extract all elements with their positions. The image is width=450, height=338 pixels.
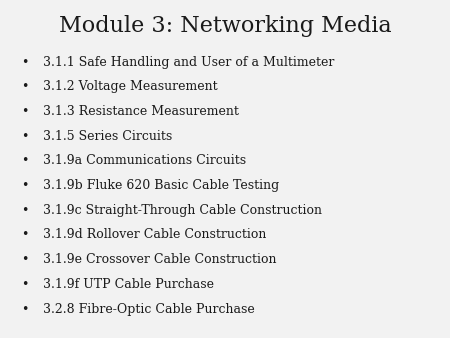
Text: Module 3: Networking Media: Module 3: Networking Media bbox=[58, 15, 392, 37]
Text: •: • bbox=[21, 253, 28, 266]
Text: 3.1.9e Crossover Cable Construction: 3.1.9e Crossover Cable Construction bbox=[43, 253, 276, 266]
Text: 3.1.9f UTP Cable Purchase: 3.1.9f UTP Cable Purchase bbox=[43, 278, 214, 291]
Text: 3.1.3 Resistance Measurement: 3.1.3 Resistance Measurement bbox=[43, 105, 239, 118]
Text: 3.1.9c Straight-Through Cable Construction: 3.1.9c Straight-Through Cable Constructi… bbox=[43, 204, 322, 217]
Text: 3.1.9a Communications Circuits: 3.1.9a Communications Circuits bbox=[43, 154, 246, 167]
Text: 3.1.2 Voltage Measurement: 3.1.2 Voltage Measurement bbox=[43, 80, 217, 93]
Text: 3.1.9d Rollover Cable Construction: 3.1.9d Rollover Cable Construction bbox=[43, 228, 266, 241]
Text: •: • bbox=[21, 56, 28, 69]
Text: •: • bbox=[21, 303, 28, 315]
Text: •: • bbox=[21, 179, 28, 192]
Text: •: • bbox=[21, 278, 28, 291]
Text: 3.1.1 Safe Handling and User of a Multimeter: 3.1.1 Safe Handling and User of a Multim… bbox=[43, 56, 334, 69]
Text: 3.1.5 Series Circuits: 3.1.5 Series Circuits bbox=[43, 130, 172, 143]
Text: •: • bbox=[21, 105, 28, 118]
Text: •: • bbox=[21, 228, 28, 241]
Text: •: • bbox=[21, 130, 28, 143]
Text: 3.1.9b Fluke 620 Basic Cable Testing: 3.1.9b Fluke 620 Basic Cable Testing bbox=[43, 179, 279, 192]
Text: •: • bbox=[21, 154, 28, 167]
Text: 3.2.8 Fibre-Optic Cable Purchase: 3.2.8 Fibre-Optic Cable Purchase bbox=[43, 303, 255, 315]
Text: •: • bbox=[21, 204, 28, 217]
Text: •: • bbox=[21, 80, 28, 93]
